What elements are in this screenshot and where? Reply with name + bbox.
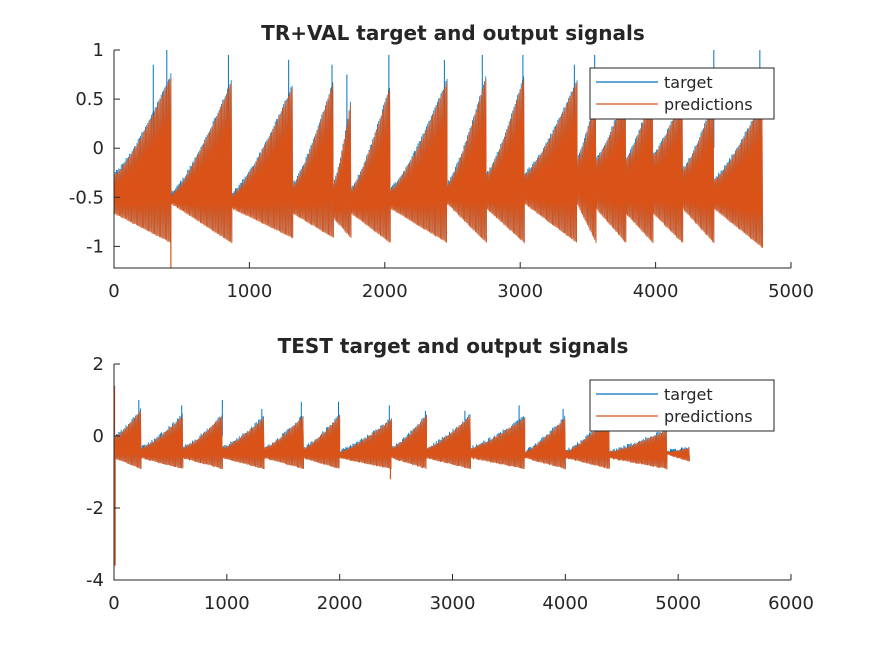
trval-plot: TR+VAL target and output signals 0 1000 20…: [69, 21, 814, 302]
trval-y-tick-label: 0.5: [75, 89, 104, 110]
trval-x-tick-label: 1000: [226, 281, 272, 302]
trval-y-tick-label: 0: [93, 138, 104, 159]
trval-x-tick-label: 0: [108, 281, 119, 302]
trval-series-group: [113, 50, 764, 268]
trval-predictions-line: [113, 77, 764, 248]
test-legend-box: [589, 379, 775, 432]
trval-axes: 0 1000 2000 3000 4000 5000 -1 -0.5 0 0.5 1: [69, 40, 814, 302]
test-x-tick-label: 4000: [542, 593, 588, 614]
trval-y-tick-label: 1: [93, 40, 104, 61]
test-predictions-line: [113, 411, 690, 470]
test-y-tick-label: -2: [86, 498, 104, 519]
trval-x-tick-label: 2000: [362, 281, 408, 302]
test-axes: 0 1000 2000 3000 4000 5000 6000 -4 -2 0 2: [86, 354, 814, 614]
test-series-group: [113, 385, 690, 566]
test-x-tick-label: 0: [108, 593, 119, 614]
test-plot-title: TEST target and output signals: [278, 334, 629, 358]
test-y-tick-label: 0: [93, 426, 104, 447]
trval-y-tick-label: -0.5: [69, 187, 104, 208]
test-legend: target predictions: [589, 379, 775, 432]
test-x-tick-label: 5000: [655, 593, 701, 614]
trval-x-tick-label: 4000: [633, 281, 679, 302]
trval-x-tick-label: 3000: [497, 281, 543, 302]
trval-plot-title: TR+VAL target and output signals: [261, 21, 645, 45]
test-legend-target-label: target: [664, 385, 713, 404]
trval-legend: target predictions: [589, 67, 775, 120]
test-x-tick-label: 1000: [204, 593, 250, 614]
test-plot: TEST target and output signals 0 1000 2000…: [86, 334, 814, 614]
trval-legend-target-label: target: [664, 73, 713, 92]
test-y-tick-label: -4: [86, 570, 104, 591]
trval-x-tick-label: 5000: [768, 281, 814, 302]
trval-legend-box: [589, 67, 775, 120]
test-x-tick-label: 3000: [430, 593, 476, 614]
test-y-tick-label: 2: [93, 354, 104, 375]
trval-y-tick-label: -1: [86, 236, 104, 257]
test-x-tick-label: 6000: [768, 593, 814, 614]
test-legend-predictions-label: predictions: [664, 407, 753, 426]
test-x-tick-label: 2000: [317, 593, 363, 614]
trval-legend-predictions-label: predictions: [664, 95, 753, 114]
